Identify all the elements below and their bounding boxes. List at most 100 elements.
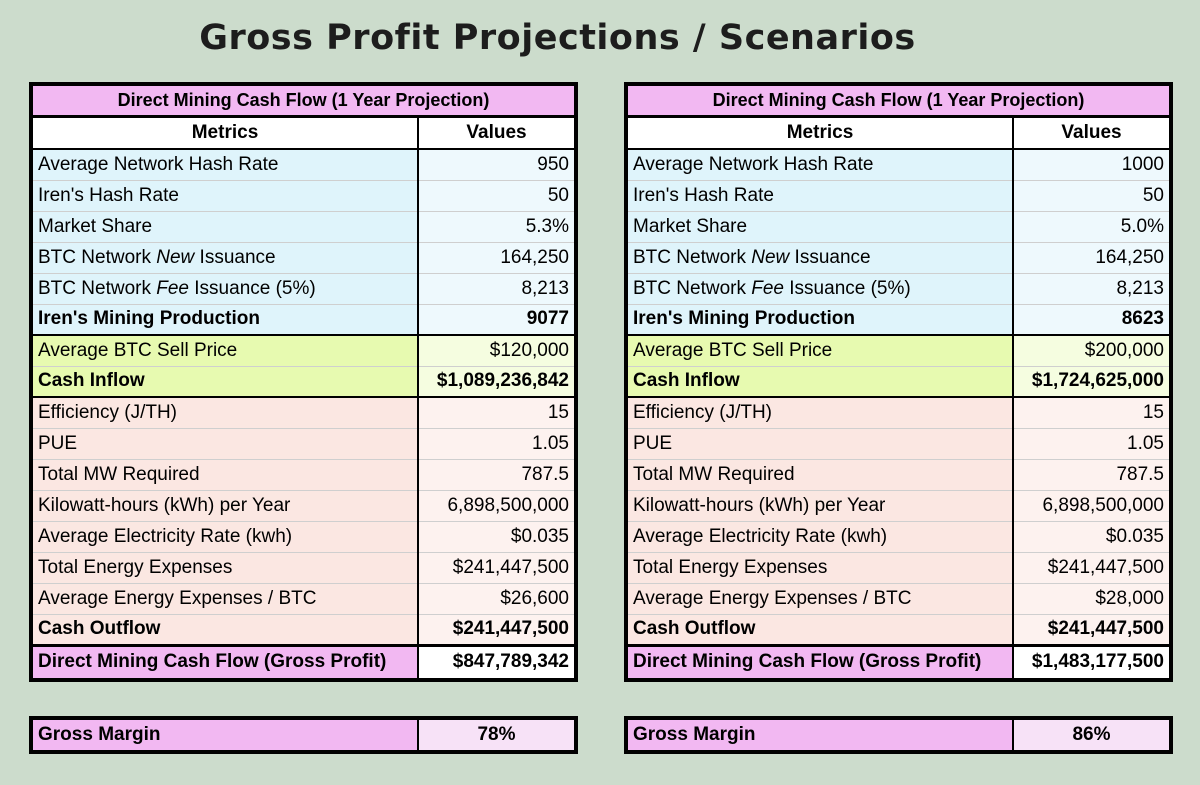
metric-label: BTC Network Fee Issuance (5%) (30, 272, 419, 304)
metric-value: $200,000 (1012, 334, 1171, 366)
cash-flow-table: Direct Mining Cash Flow (1 Year Projecti… (29, 82, 578, 682)
table-row: Efficiency (J/TH) 15 (30, 396, 576, 428)
metric-label: Total MW Required (30, 458, 419, 490)
metric-label: Direct Mining Cash Flow (Gross Profit) (30, 643, 419, 680)
metric-label: Average BTC Sell Price (625, 334, 1014, 366)
metric-value: $1,724,625,000 (1012, 365, 1171, 398)
metric-label: Cash Outflow (625, 613, 1014, 645)
column-header-metrics: Metrics (30, 116, 419, 150)
metric-value: $28,000 (1012, 582, 1171, 614)
metric-label-emphasis: New (751, 246, 790, 268)
metric-label: Average Electricity Rate (kwh) (625, 520, 1014, 552)
metric-value: 5.0% (1012, 210, 1171, 242)
metric-value: 15 (417, 396, 576, 428)
table-row: Total MW Required 787.5 (625, 458, 1171, 490)
metric-label-text: Issuance (194, 246, 276, 268)
metric-value: 164,250 (1012, 241, 1171, 273)
gross-margin-label: Gross Margin (31, 718, 419, 752)
gross-margin-table: Gross Margin 86% (624, 716, 1173, 754)
table-row: Iren's Mining Production 9077 (30, 303, 576, 336)
metric-value: 8,213 (1012, 272, 1171, 304)
column-header-values: Values (417, 116, 576, 150)
column-header-metrics: Metrics (625, 116, 1014, 150)
metric-label: Kilowatt-hours (kWh) per Year (625, 489, 1014, 521)
metric-value: $241,447,500 (1012, 551, 1171, 583)
table-title: Direct Mining Cash Flow (1 Year Projecti… (30, 83, 576, 118)
table-row: PUE 1.05 (625, 427, 1171, 459)
table-row: Efficiency (J/TH) 15 (625, 396, 1171, 428)
metric-label: Efficiency (J/TH) (625, 396, 1014, 428)
metric-label: Market Share (30, 210, 419, 242)
metric-label-emphasis: Fee (751, 277, 784, 299)
metric-label: Total Energy Expenses (625, 551, 1014, 583)
metric-label: Kilowatt-hours (kWh) per Year (30, 489, 419, 521)
metric-label: Iren's Mining Production (625, 303, 1014, 336)
metric-label: BTC Network Fee Issuance (5%) (625, 272, 1014, 304)
table-row: Average Energy Expenses / BTC $28,000 (625, 582, 1171, 614)
metric-value: $26,600 (417, 582, 576, 614)
table-row: Average Electricity Rate (kwh) $0.035 (30, 520, 576, 552)
metric-label: Cash Inflow (30, 365, 419, 398)
metric-value: $241,447,500 (1012, 613, 1171, 645)
metric-label-emphasis: Fee (156, 277, 189, 299)
metric-value: 15 (1012, 396, 1171, 428)
metric-value: 50 (1012, 179, 1171, 211)
metric-value: 8,213 (417, 272, 576, 304)
table-row: Total MW Required 787.5 (30, 458, 576, 490)
table-row: Total Energy Expenses $241,447,500 (30, 551, 576, 583)
scenario-panel-1: Direct Mining Cash Flow (1 Year Projecti… (29, 82, 578, 754)
metric-label-text: BTC Network (38, 277, 157, 299)
metric-value: 1000 (1012, 148, 1171, 180)
metric-value: 164,250 (417, 241, 576, 273)
metric-label: BTC Network New Issuance (625, 241, 1014, 273)
table-row: Kilowatt-hours (kWh) per Year 6,898,500,… (30, 489, 576, 521)
metric-label-text: BTC Network (633, 277, 752, 299)
table-row: Total Energy Expenses $241,447,500 (625, 551, 1171, 583)
metric-value: $0.035 (1012, 520, 1171, 552)
metric-label: Average BTC Sell Price (30, 334, 419, 366)
table-row: BTC Network Fee Issuance (5%) 8,213 (30, 272, 576, 304)
table-row: Market Share 5.0% (625, 210, 1171, 242)
table-row: Average Network Hash Rate 1000 (625, 148, 1171, 180)
metric-label: Average Electricity Rate (kwh) (30, 520, 419, 552)
gross-profit-row: Direct Mining Cash Flow (Gross Profit) $… (30, 643, 576, 680)
table-row: Average Electricity Rate (kwh) $0.035 (625, 520, 1171, 552)
metric-value: 8623 (1012, 303, 1171, 336)
metric-label: Average Network Hash Rate (625, 148, 1014, 180)
table-row: Cash Outflow $241,447,500 (625, 613, 1171, 645)
metric-label-text: BTC Network (38, 246, 157, 268)
metric-label: Total MW Required (625, 458, 1014, 490)
table-row: Iren's Hash Rate 50 (30, 179, 576, 211)
metric-value: 6,898,500,000 (1012, 489, 1171, 521)
metric-label-text: Issuance (789, 246, 871, 268)
metric-label-text: BTC Network (633, 246, 752, 268)
metric-value: 787.5 (417, 458, 576, 490)
gross-margin-value: 86% (1013, 718, 1171, 752)
metric-label: Average Energy Expenses / BTC (625, 582, 1014, 614)
metric-label: Cash Inflow (625, 365, 1014, 398)
table-row: PUE 1.05 (30, 427, 576, 459)
table-row: Cash Inflow $1,089,236,842 (30, 365, 576, 398)
metric-label: Iren's Mining Production (30, 303, 419, 336)
table-row: Kilowatt-hours (kWh) per Year 6,898,500,… (625, 489, 1171, 521)
metric-label: PUE (625, 427, 1014, 459)
gross-profit-row: Direct Mining Cash Flow (Gross Profit) $… (625, 643, 1171, 680)
metric-label: Efficiency (J/TH) (30, 396, 419, 428)
gross-margin-table: Gross Margin 78% (29, 716, 578, 754)
table-row: Cash Inflow $1,724,625,000 (625, 365, 1171, 398)
scenario-panel-2: Direct Mining Cash Flow (1 Year Projecti… (624, 82, 1173, 754)
metric-label: Cash Outflow (30, 613, 419, 645)
table-row: BTC Network New Issuance 164,250 (625, 241, 1171, 273)
metric-value: $241,447,500 (417, 551, 576, 583)
metric-value: 787.5 (1012, 458, 1171, 490)
table-row: Average BTC Sell Price $120,000 (30, 334, 576, 366)
metric-value: 5.3% (417, 210, 576, 242)
metric-label: Iren's Hash Rate (625, 179, 1014, 211)
metric-label: BTC Network New Issuance (30, 241, 419, 273)
metric-value: $1,089,236,842 (417, 365, 576, 398)
gross-margin-value: 78% (418, 718, 576, 752)
table-row: BTC Network Fee Issuance (5%) 8,213 (625, 272, 1171, 304)
cash-flow-table: Direct Mining Cash Flow (1 Year Projecti… (624, 82, 1173, 682)
table-row: Cash Outflow $241,447,500 (30, 613, 576, 645)
metric-value: 950 (417, 148, 576, 180)
